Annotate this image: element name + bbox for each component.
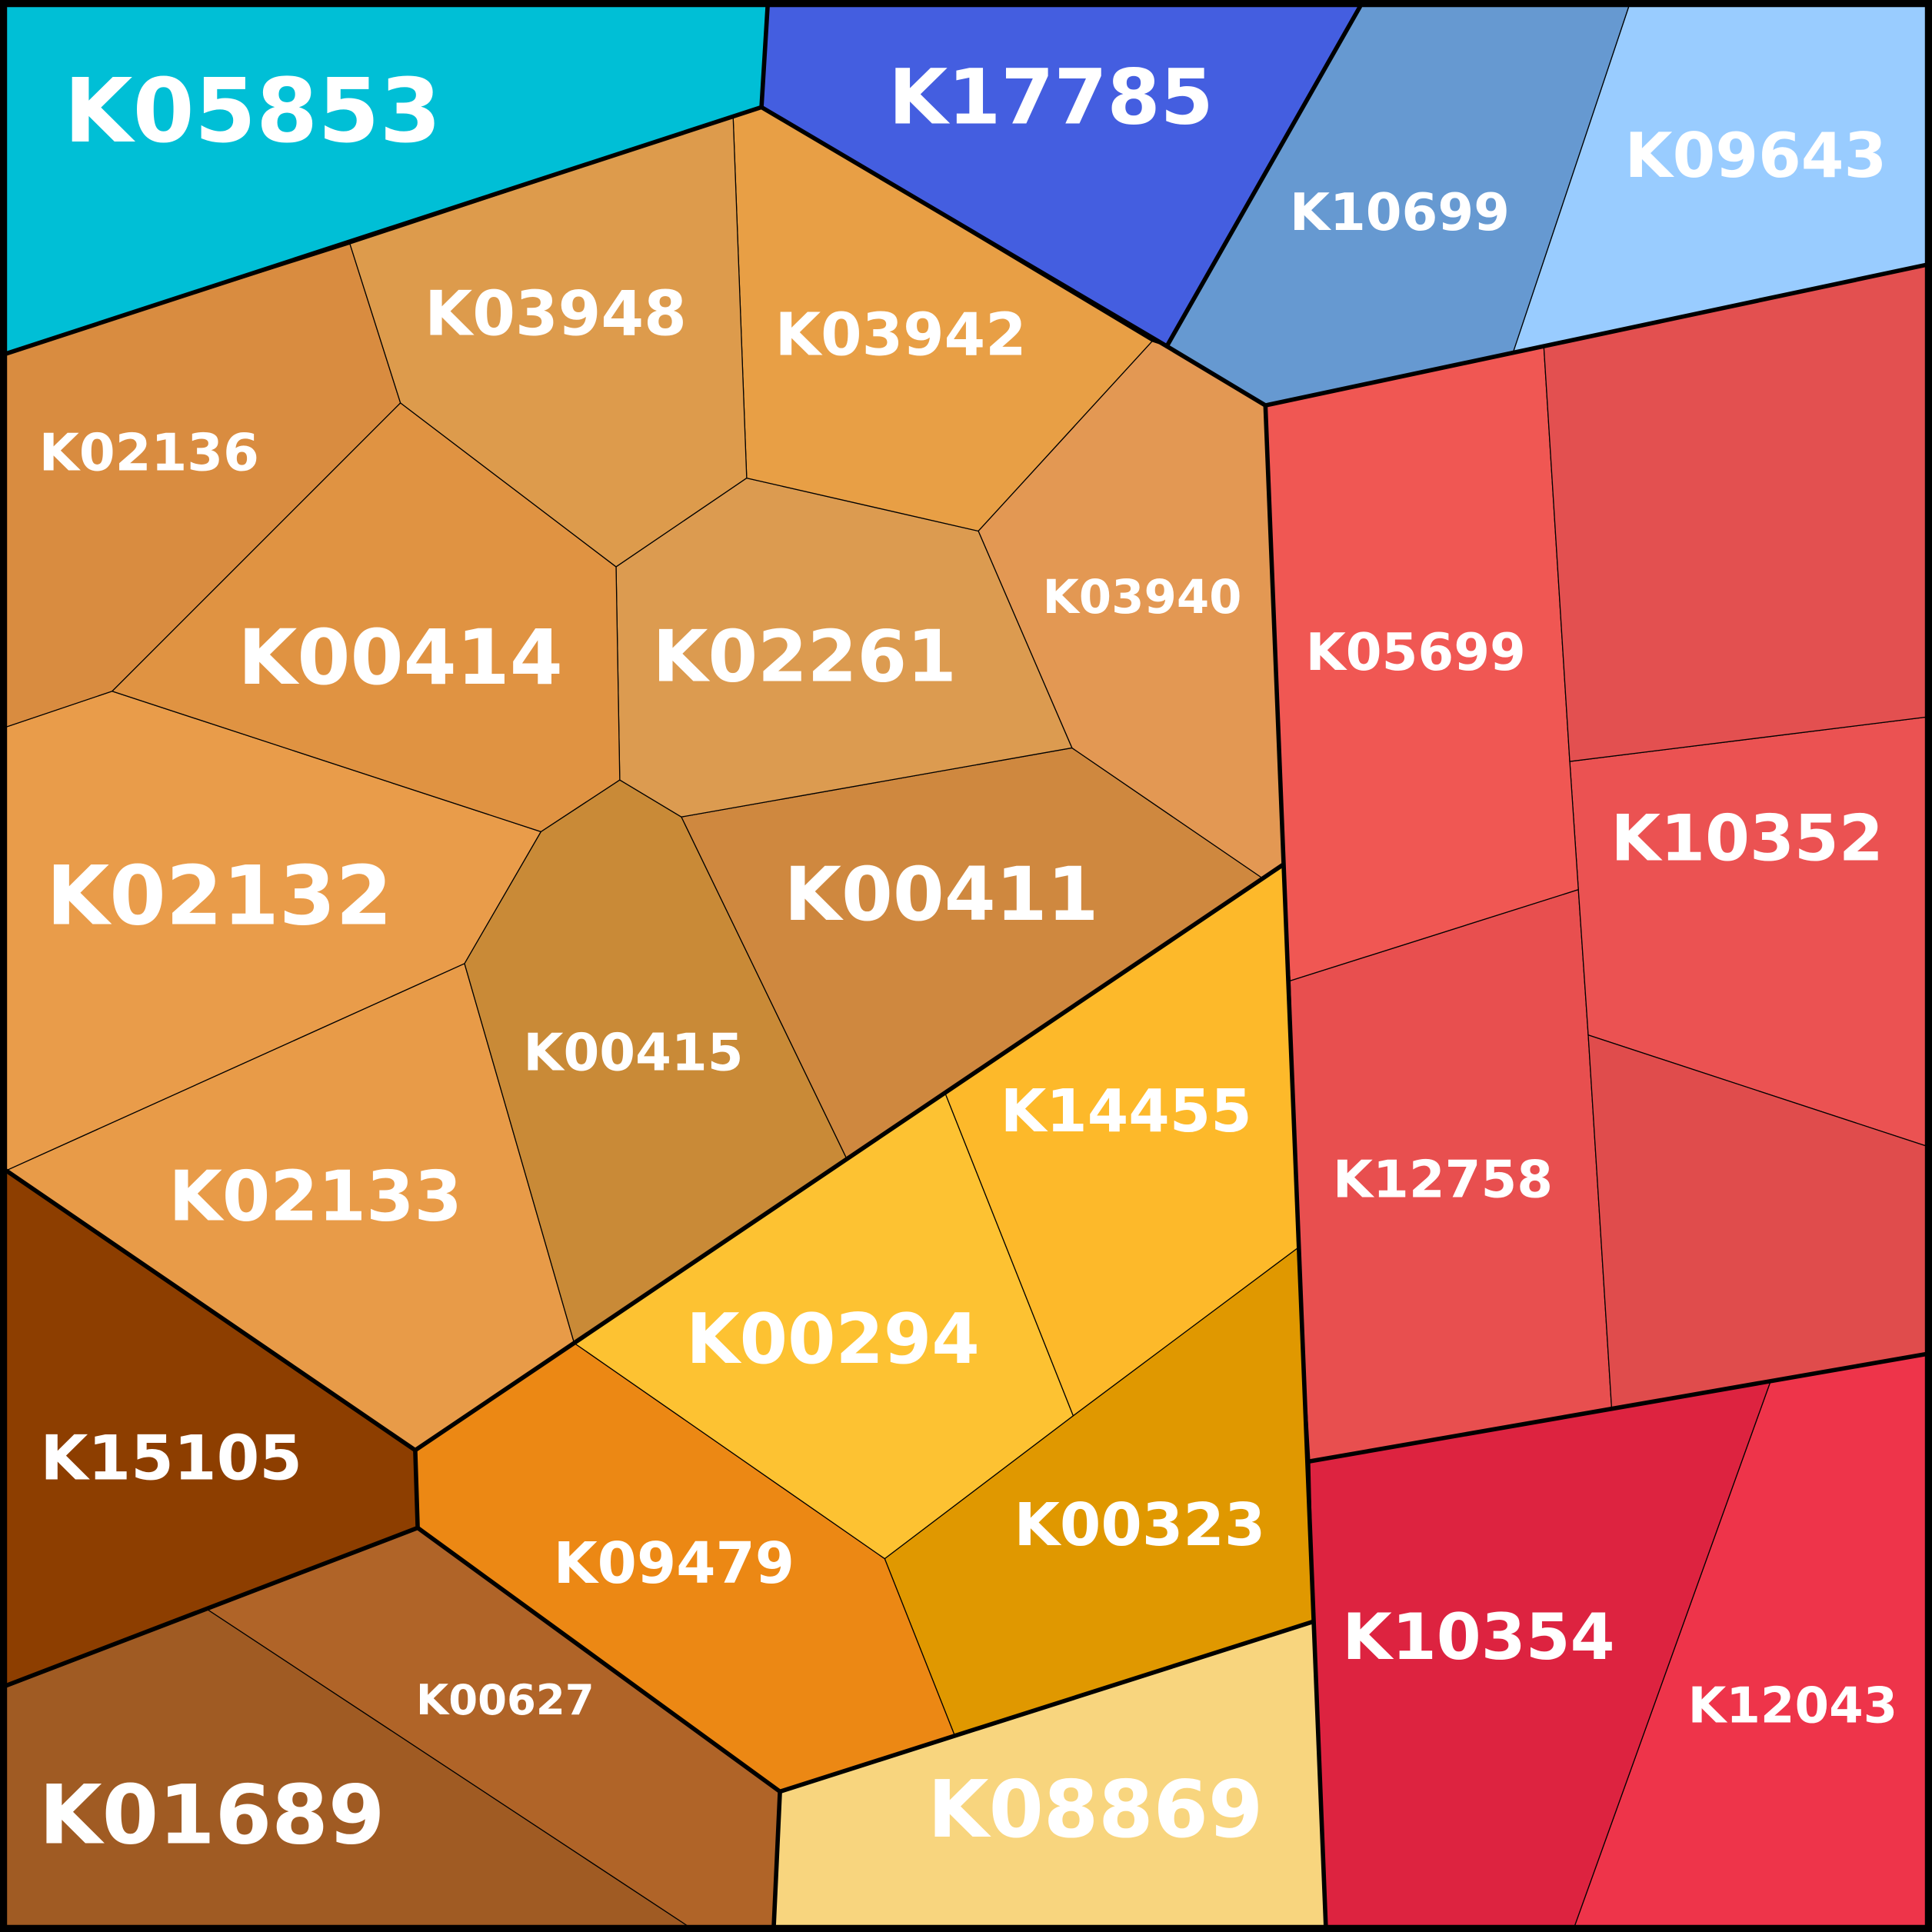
cell-label: K03948 bbox=[425, 278, 687, 349]
cell-label: K02261 bbox=[653, 615, 957, 698]
cell-label: K00414 bbox=[238, 614, 562, 702]
cell-label: K00415 bbox=[523, 1022, 743, 1082]
cell-label: K15105 bbox=[40, 1423, 302, 1494]
cell-label: K14455 bbox=[1001, 1078, 1252, 1146]
group-border bbox=[1263, 405, 1328, 1927]
cell-label: K10352 bbox=[1611, 801, 1884, 876]
cell-label: K00411 bbox=[784, 851, 1099, 938]
cell-label: K01689 bbox=[39, 1768, 385, 1863]
cell-label: K05853 bbox=[64, 60, 441, 163]
cell-label: K12758 bbox=[1333, 1150, 1553, 1210]
cell-label: K02132 bbox=[46, 848, 392, 943]
cell bbox=[1543, 264, 1927, 762]
cell-label: K05699 bbox=[1306, 622, 1526, 682]
cell-label: K09643 bbox=[1625, 120, 1887, 192]
cell-label: K02136 bbox=[39, 422, 259, 482]
cell-label: K00627 bbox=[416, 1675, 595, 1724]
group-border bbox=[779, 1619, 1314, 1794]
cells bbox=[5, 5, 1927, 1927]
cell-label: K09479 bbox=[554, 1531, 794, 1597]
cell-label: K12043 bbox=[1688, 1678, 1898, 1735]
cell-label: K00294 bbox=[686, 1300, 980, 1380]
cell-label: K10699 bbox=[1290, 182, 1510, 242]
cell-label: K08869 bbox=[928, 1764, 1263, 1856]
cell-label: K03940 bbox=[1043, 570, 1242, 625]
group-border bbox=[1309, 1351, 1927, 1464]
cell-label: K17785 bbox=[888, 53, 1213, 142]
cell-label: K03942 bbox=[775, 301, 1027, 370]
labels: K05853 K17785 K10699 K09643 K03948 K03942 K021… bbox=[39, 53, 1898, 1862]
cell-label: K02133 bbox=[168, 1157, 462, 1237]
cell-label: K00323 bbox=[1014, 1491, 1265, 1560]
cell-label: K10354 bbox=[1342, 1600, 1614, 1674]
